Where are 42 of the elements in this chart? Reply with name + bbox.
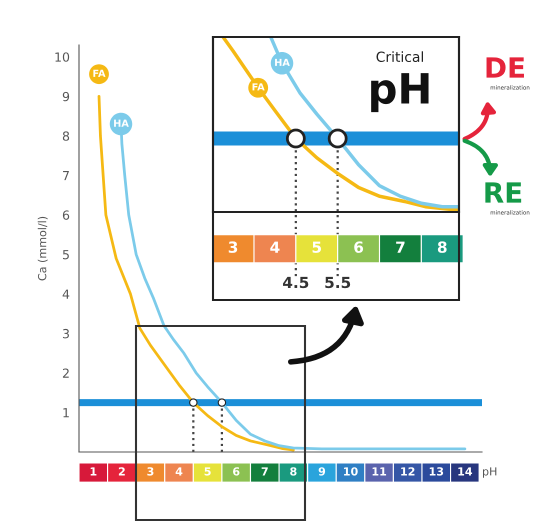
series-label: FA bbox=[252, 83, 265, 90]
ref-line-label: 4.5 bbox=[282, 276, 308, 288]
x-tick-label: 7 bbox=[396, 242, 405, 253]
text: RE bbox=[485, 182, 522, 203]
text: FA bbox=[93, 70, 106, 77]
x-tick-label: 13 bbox=[430, 467, 444, 476]
y-tick-label: 6 bbox=[62, 210, 70, 220]
y-tick-label: 9 bbox=[62, 92, 70, 102]
y-tick-label: 3 bbox=[62, 328, 69, 338]
x-tick-label: 5 bbox=[312, 242, 322, 253]
series-label: HA bbox=[114, 120, 129, 127]
x-tick-label: 6 bbox=[354, 241, 364, 253]
annotation: pH bbox=[371, 73, 429, 112]
y-tick-label: 4 bbox=[62, 290, 70, 299]
x-tick-label: 10 bbox=[344, 467, 358, 476]
text: DE bbox=[486, 57, 524, 78]
x-tick-label: 8 bbox=[438, 241, 447, 253]
y-tick-label: 10 bbox=[55, 52, 70, 62]
x-axis-title: pH bbox=[483, 467, 496, 478]
x-tick-label: 4 bbox=[176, 467, 182, 476]
x-tick-label: 9 bbox=[318, 467, 326, 476]
x-tick-label: 5 bbox=[204, 467, 211, 476]
x-tick-label: 14 bbox=[458, 467, 472, 476]
y-tick-label: 1 bbox=[63, 408, 69, 418]
x-tick-label: 1 bbox=[90, 467, 96, 476]
x-tick-label: 6 bbox=[233, 467, 240, 476]
x-tick-label: 3 bbox=[228, 241, 238, 253]
y-tick-label: 2 bbox=[62, 368, 69, 378]
x-tick-label: 12 bbox=[401, 467, 414, 476]
y-axis-title: Ca (mmol/l) bbox=[38, 216, 48, 280]
x-tick-label: 7 bbox=[262, 467, 268, 476]
y-tick-label: 7 bbox=[63, 171, 69, 180]
x-tick-label: 4 bbox=[270, 242, 280, 253]
x-tick-label: 2 bbox=[118, 467, 125, 476]
ref-line-label: 5.5 bbox=[325, 276, 350, 288]
y-tick-label: 8 bbox=[62, 131, 70, 141]
x-tick-label: 3 bbox=[147, 467, 154, 476]
x-tick-label: 8 bbox=[290, 467, 297, 476]
annotation: Critical bbox=[376, 51, 423, 62]
x-tick-label: 11 bbox=[372, 467, 386, 476]
y-tick-label: 5 bbox=[62, 250, 69, 260]
series-label: HA bbox=[275, 58, 290, 66]
